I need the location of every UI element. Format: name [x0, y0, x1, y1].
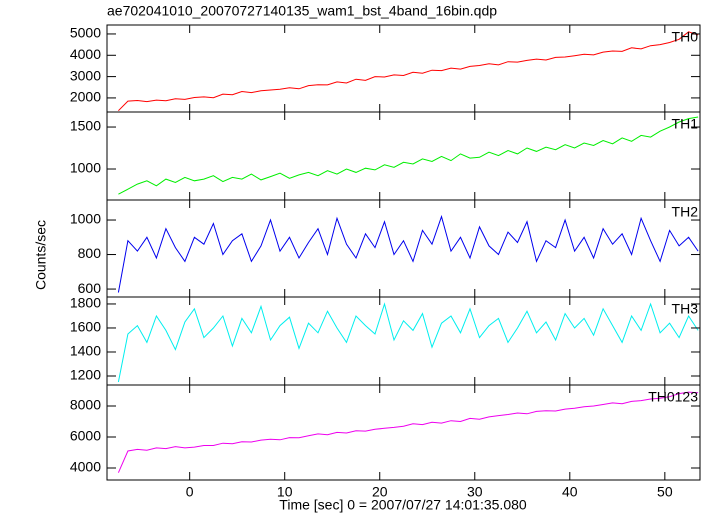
panel-frame [106, 111, 701, 201]
y-tick-label: 1000 [70, 211, 101, 227]
y-tick-label: 600 [78, 280, 102, 296]
y-tick-label: 1400 [70, 343, 101, 359]
y-tick-label: 5000 [70, 25, 101, 41]
panel-frame [106, 296, 701, 386]
panel-frame [106, 384, 701, 481]
y-tick-label: 4000 [70, 46, 101, 62]
data-line [117, 302, 699, 383]
data-line [117, 214, 699, 293]
y-tick-label: 3000 [70, 67, 101, 83]
x-tick-label: 40 [562, 484, 578, 500]
y-tick-label: 4000 [70, 459, 101, 475]
y-tick-label: 2000 [70, 89, 101, 105]
y-tick-label: 800 [78, 245, 102, 261]
x-tick-label: 0 [186, 484, 194, 500]
y-tick-label: 1800 [70, 295, 101, 311]
data-line [118, 31, 699, 112]
y-tick-label: 1500 [70, 118, 101, 134]
y-tick-label: 8000 [70, 397, 101, 413]
y-axis-label: Counts/sec [33, 220, 49, 290]
x-axis-label: Time [sec] 0 = 2007/07/27 14:01:35.080 [279, 497, 527, 513]
series-label: TH0 [672, 29, 699, 45]
x-tick-label: 20 [372, 484, 388, 500]
y-tick-label: 1200 [70, 367, 101, 383]
chart-title: ae702041010_20070727140135_wam1_bst_4ban… [107, 3, 497, 19]
x-tick-label: 50 [657, 484, 673, 500]
y-tick-label: 1000 [70, 160, 101, 176]
series-label: TH0123 [648, 389, 698, 405]
panel-frame [106, 199, 701, 298]
data-line [118, 116, 699, 195]
y-tick-label: 6000 [70, 428, 101, 444]
panel-frame [106, 24, 701, 113]
series-label: TH1 [672, 116, 699, 132]
data-line [117, 391, 699, 473]
y-tick-label: 1600 [70, 319, 101, 335]
x-tick-label: 30 [467, 484, 483, 500]
x-tick-label: 10 [277, 484, 293, 500]
series-label: TH3 [672, 301, 699, 317]
series-label: TH2 [672, 204, 699, 220]
